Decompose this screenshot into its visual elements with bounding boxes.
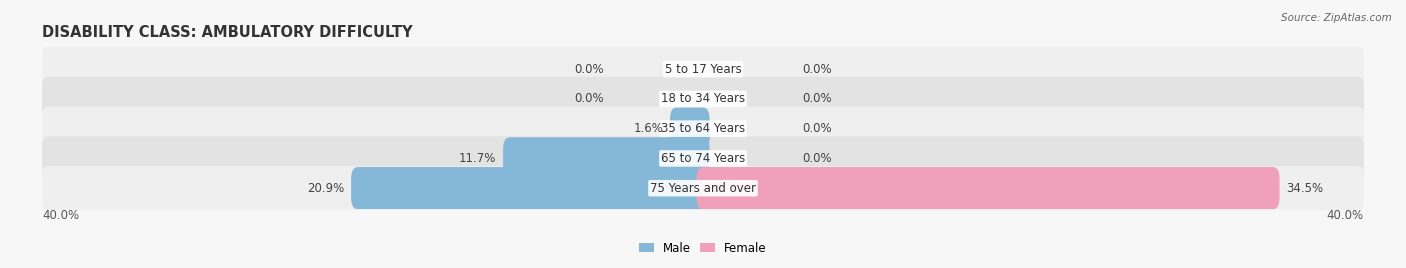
- Text: 18 to 34 Years: 18 to 34 Years: [661, 92, 745, 105]
- Text: 20.9%: 20.9%: [308, 182, 344, 195]
- Text: 40.0%: 40.0%: [1327, 209, 1364, 222]
- FancyBboxPatch shape: [42, 107, 1364, 151]
- FancyBboxPatch shape: [42, 166, 1364, 210]
- Legend: Male, Female: Male, Female: [640, 241, 766, 255]
- FancyBboxPatch shape: [503, 137, 710, 180]
- Text: 65 to 74 Years: 65 to 74 Years: [661, 152, 745, 165]
- Text: 0.0%: 0.0%: [801, 92, 832, 105]
- Text: 0.0%: 0.0%: [801, 152, 832, 165]
- Text: 75 Years and over: 75 Years and over: [650, 182, 756, 195]
- Text: DISABILITY CLASS: AMBULATORY DIFFICULTY: DISABILITY CLASS: AMBULATORY DIFFICULTY: [42, 25, 413, 40]
- FancyBboxPatch shape: [42, 47, 1364, 91]
- FancyBboxPatch shape: [42, 77, 1364, 121]
- Text: 1.6%: 1.6%: [634, 122, 664, 135]
- Text: 0.0%: 0.0%: [801, 63, 832, 76]
- FancyBboxPatch shape: [352, 167, 710, 209]
- Text: 11.7%: 11.7%: [460, 152, 496, 165]
- FancyBboxPatch shape: [669, 107, 710, 150]
- Text: 5 to 17 Years: 5 to 17 Years: [665, 63, 741, 76]
- Text: Source: ZipAtlas.com: Source: ZipAtlas.com: [1281, 13, 1392, 23]
- Text: 0.0%: 0.0%: [574, 63, 605, 76]
- Text: 35 to 64 Years: 35 to 64 Years: [661, 122, 745, 135]
- FancyBboxPatch shape: [42, 136, 1364, 180]
- Text: 34.5%: 34.5%: [1286, 182, 1323, 195]
- FancyBboxPatch shape: [696, 167, 1279, 209]
- Text: 0.0%: 0.0%: [574, 92, 605, 105]
- Text: 40.0%: 40.0%: [42, 209, 79, 222]
- Text: 0.0%: 0.0%: [801, 122, 832, 135]
